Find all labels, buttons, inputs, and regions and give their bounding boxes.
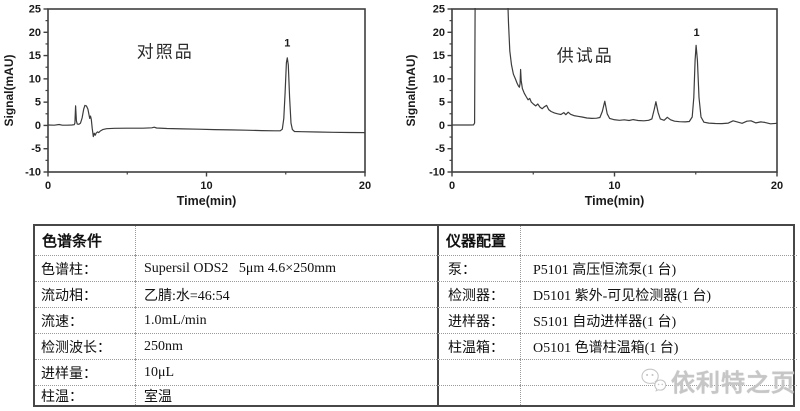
condition-value: 1.0mL/min (135, 307, 437, 333)
x-tick-label: 0 (449, 180, 455, 192)
y-tick-label: 5 (35, 97, 41, 109)
sample-annotation: 对照品 (137, 42, 194, 61)
conditions-and-config-table: 色谱条件 仪器配置 色谱柱： Supersil ODS2 5μm 4.6×250… (33, 224, 797, 407)
header-spacer (520, 226, 797, 255)
y-tick-label: 10 (29, 73, 41, 85)
y-tick-label: 0 (439, 120, 445, 132)
signal-trace (48, 57, 365, 138)
condition-label: 检测波长： (35, 333, 135, 359)
config-empty-cell (437, 359, 520, 385)
x-axis-title: Time(min) (177, 194, 237, 208)
config-label: 泵： (437, 255, 520, 281)
condition-value: 250nm (135, 333, 437, 359)
y-tick-label: -5 (435, 143, 445, 155)
header-spacer (135, 226, 437, 255)
config-label: 检测器： (437, 281, 520, 307)
x-tick-label: 10 (200, 180, 212, 192)
config-empty-cell (520, 385, 797, 405)
condition-value: 10μL (135, 359, 437, 385)
condition-value: Supersil ODS2 5μm 4.6×250mm (135, 255, 437, 281)
y-tick-label: 25 (29, 4, 41, 16)
y-tick-label: 15 (29, 50, 41, 62)
x-tick-label: 20 (359, 180, 371, 192)
condition-label: 色谱柱： (35, 255, 135, 281)
instrument-config-header: 仪器配置 (437, 226, 520, 255)
y-tick-label: 20 (433, 27, 445, 39)
y-tick-label: 20 (29, 27, 41, 39)
condition-value: 室温 (135, 385, 437, 405)
config-label: 柱温箱： (437, 333, 520, 359)
chromatogram-reference-chart: -10 -5 0 5 10 15 20 25 0 10 20 Time(min) Signal(mAU)… (2, 4, 371, 209)
y-axis-title: Signal(mAU) (404, 54, 418, 126)
config-value: S5101 自动进样器(1 台) (520, 307, 797, 333)
signal-trace (452, 8, 777, 126)
sample-annotation: 供试品 (557, 47, 614, 66)
condition-value: 乙腈:水=46:54 (135, 281, 437, 307)
x-tick-label: 0 (45, 180, 51, 192)
condition-label: 进样量： (35, 359, 135, 385)
y-tick-label: -10 (429, 167, 445, 179)
plot-box (451, 8, 778, 173)
y-tick-label: -10 (25, 167, 41, 179)
x-tick-label: 10 (608, 180, 620, 192)
y-tick-label: 5 (439, 97, 445, 109)
config-value: D5101 紫外-可见检测器(1 台) (520, 281, 797, 307)
y-tick-label: 25 (433, 4, 445, 16)
condition-label: 流速： (35, 307, 135, 333)
config-value: P5101 高压恒流泵(1 台) (520, 255, 797, 281)
y-tick-label: 15 (433, 50, 445, 62)
y-axis-title: Signal(mAU) (2, 54, 16, 126)
plot-box (47, 8, 366, 173)
condition-label: 流动相： (35, 281, 135, 307)
config-label: 进样器： (437, 307, 520, 333)
x-axis-title: Time(min) (585, 194, 645, 208)
condition-label: 柱温： (35, 385, 135, 405)
config-value: O5101 色谱柱温箱(1 台) (520, 333, 797, 359)
peak-number-label: 1 (284, 38, 290, 50)
config-empty-cell (520, 359, 797, 385)
chromatography-conditions-header: 色谱条件 (42, 234, 103, 250)
peak-number-label: 1 (694, 27, 700, 39)
chromatogram-sample-chart: -10 -5 0 5 10 15 20 25 0 10 20 Time(min) Signal(mAU)… (404, 4, 783, 209)
x-tick-label: 20 (771, 180, 783, 192)
config-empty-cell (437, 385, 520, 405)
y-tick-label: 10 (433, 73, 445, 85)
y-tick-label: 0 (35, 120, 41, 132)
y-tick-label: -5 (31, 143, 41, 155)
